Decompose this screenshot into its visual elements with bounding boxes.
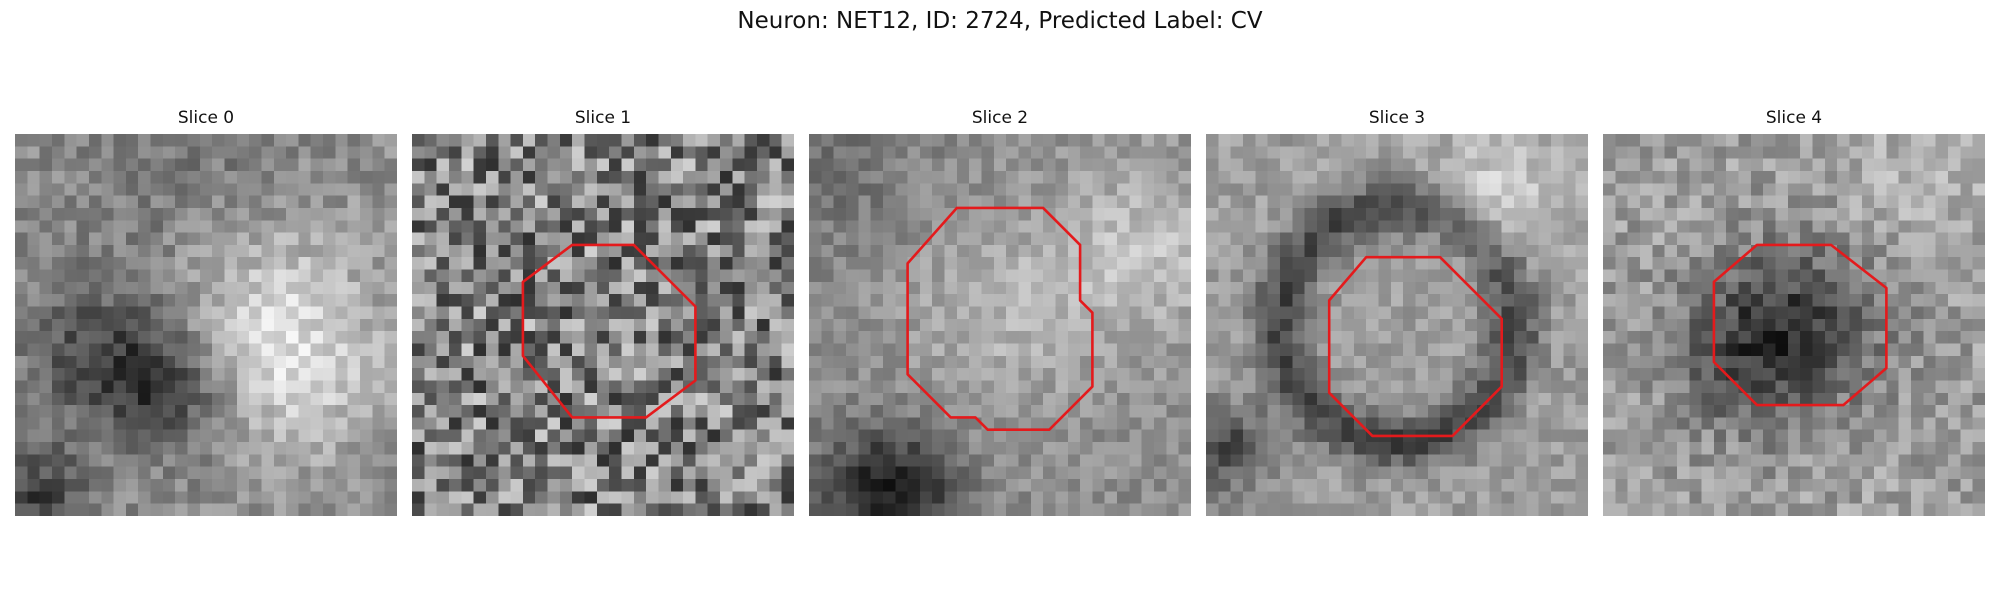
slice-panel-1: Slice 1 <box>412 108 794 518</box>
slice-panel-4: Slice 4 <box>1603 108 1985 518</box>
slice-image <box>412 134 794 516</box>
slice-image <box>1206 134 1588 516</box>
figure-title: Neuron: NET12, ID: 2724, Predicted Label… <box>737 8 1263 34</box>
slice-image <box>15 134 397 516</box>
slice-title: Slice 4 <box>1765 108 1823 128</box>
segmentation-outline <box>906 206 1094 432</box>
slice-title: Slice 0 <box>177 108 235 128</box>
slice-panel-0: Slice 0 <box>15 108 397 518</box>
segmentation-outline <box>1327 255 1504 438</box>
slice-title: Slice 3 <box>1368 108 1426 128</box>
slice-image <box>1603 134 1985 516</box>
segmentation-outline <box>1712 243 1888 407</box>
segmentation-outline <box>521 243 697 419</box>
slice-image <box>809 134 1191 516</box>
slice-title: Slice 1 <box>574 108 632 128</box>
slice-title: Slice 2 <box>971 108 1029 128</box>
slice-panel-3: Slice 3 <box>1206 108 1588 518</box>
slice-panel-2: Slice 2 <box>809 108 1191 518</box>
